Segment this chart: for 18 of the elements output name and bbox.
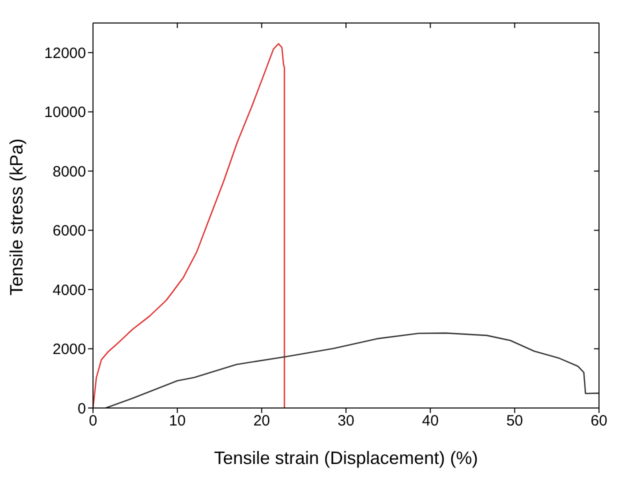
y-tick-label: 4000 <box>52 282 86 299</box>
y-tick-label: 10000 <box>44 104 86 122</box>
x-tick-label: 10 <box>168 412 186 430</box>
x-tick-label: 40 <box>422 412 439 430</box>
x-tick-label: 30 <box>338 412 354 430</box>
x-axis-title: Tensile strain (Displacement) (%) <box>214 448 478 468</box>
line-series <box>93 43 286 408</box>
x-tick-label: 60 <box>590 412 608 430</box>
x-tick-label: 0 <box>88 412 98 430</box>
x-tick-label: 20 <box>253 412 270 430</box>
y-tick-label: 12000 <box>44 44 86 62</box>
y-tick-label: 2000 <box>52 341 86 358</box>
y-tick-label: 8000 <box>52 163 86 180</box>
y-tick-label: 0 <box>78 400 86 418</box>
line-series <box>105 332 599 408</box>
x-tick-label: 50 <box>506 412 524 430</box>
y-axis-title: Tensile stress (kPa) <box>6 138 26 296</box>
y-tick-label: 6000 <box>52 222 86 240</box>
